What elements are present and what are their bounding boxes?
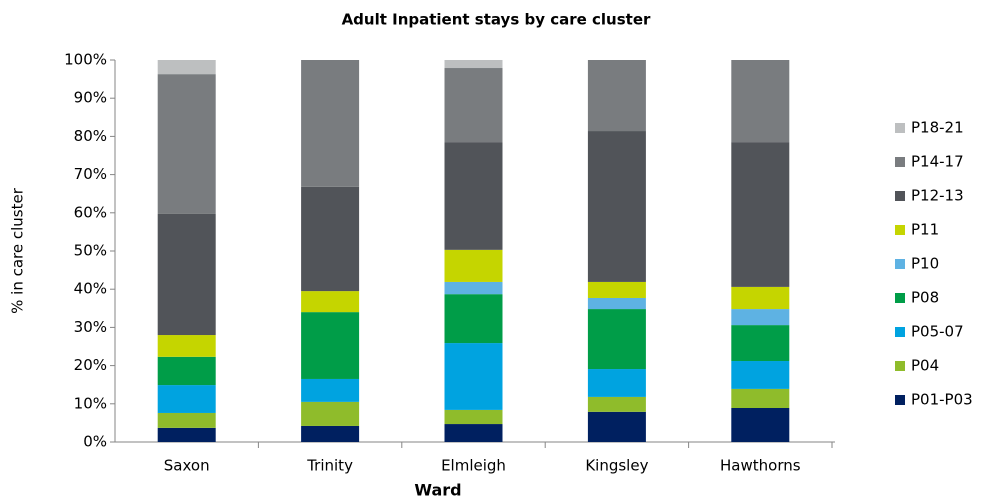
- legend-swatch: [895, 327, 905, 337]
- bar-segment: [587, 369, 646, 397]
- legend-label: P04: [911, 357, 939, 375]
- legend-swatch: [895, 123, 905, 133]
- legend-label: P01-P03: [911, 391, 973, 409]
- bar-segment: [301, 60, 360, 187]
- bar-segment: [444, 142, 503, 250]
- legend-label: P05-07: [911, 323, 964, 341]
- y-tick-label: 70%: [74, 165, 107, 183]
- x-tick-label: Saxon: [164, 457, 210, 475]
- bar-segment: [731, 388, 790, 409]
- bar-segment: [444, 294, 503, 344]
- bar-segment: [157, 213, 216, 336]
- x-tick-label: Kingsley: [585, 457, 648, 475]
- bar-segment: [157, 74, 216, 214]
- y-tick-label: 20%: [74, 356, 107, 374]
- y-tick-label: 30%: [74, 318, 107, 336]
- x-axis-label: Ward: [414, 481, 461, 500]
- y-tick-label: 0%: [83, 433, 107, 451]
- bar-segment: [587, 309, 646, 370]
- bar-segment: [731, 142, 790, 287]
- bar-segment: [301, 425, 360, 442]
- y-tick-label: 80%: [74, 127, 107, 145]
- legend-swatch: [895, 191, 905, 201]
- bar-segment: [157, 412, 216, 428]
- bar-segment: [731, 286, 790, 310]
- legend-label: P10: [911, 255, 939, 273]
- bar-segment: [301, 186, 360, 292]
- bar-segment: [157, 427, 216, 442]
- bar-segment: [444, 281, 503, 295]
- legend-label: P14-17: [911, 153, 964, 171]
- bar-segment: [587, 281, 646, 298]
- bar-segment: [157, 60, 216, 75]
- bar-segment: [157, 335, 216, 357]
- bar-segment: [731, 361, 790, 389]
- bar-segment: [587, 131, 646, 282]
- y-tick-label: 40%: [74, 280, 107, 298]
- bar-segment: [444, 343, 503, 410]
- bar-segment: [157, 356, 216, 386]
- bar-segment: [301, 291, 360, 313]
- x-tick-label: Trinity: [306, 457, 353, 475]
- bar-segment: [731, 325, 790, 362]
- bar-segment: [444, 60, 503, 69]
- bar-segment: [587, 297, 646, 310]
- bar-segment: [587, 396, 646, 412]
- bar-segment: [731, 60, 790, 143]
- y-tick-label: 90%: [74, 89, 107, 107]
- bar-segment: [301, 312, 360, 379]
- y-axis-label: % in care cluster: [9, 187, 27, 314]
- x-tick-label: Hawthorns: [720, 457, 801, 475]
- bar-segment: [731, 309, 790, 326]
- bar-segment: [444, 409, 503, 425]
- bar-segment: [301, 401, 360, 426]
- legend-swatch: [895, 293, 905, 303]
- y-tick-label: 60%: [74, 203, 107, 221]
- legend-label: P18-21: [911, 119, 964, 137]
- legend-swatch: [895, 395, 905, 405]
- bar-segment: [731, 408, 790, 442]
- y-tick-label: 50%: [74, 242, 107, 260]
- bar-segment: [157, 385, 216, 413]
- legend-swatch: [895, 361, 905, 371]
- bar-segment: [587, 60, 646, 132]
- bar-segment: [587, 411, 646, 442]
- bar-segment: [444, 424, 503, 442]
- bar-segment: [444, 249, 503, 282]
- y-tick-label: 100%: [64, 51, 107, 69]
- y-tick-label: 10%: [74, 394, 107, 412]
- legend-label: P08: [911, 289, 939, 307]
- legend-swatch: [895, 259, 905, 269]
- bar-segment: [301, 378, 360, 402]
- legend-swatch: [895, 157, 905, 167]
- legend-swatch: [895, 225, 905, 235]
- legend-label: P11: [911, 221, 939, 239]
- x-tick-label: Elmleigh: [441, 457, 506, 475]
- chart-title: Adult Inpatient stays by care cluster: [342, 11, 651, 29]
- bar-segment: [444, 68, 503, 143]
- legend-label: P12-13: [911, 187, 964, 205]
